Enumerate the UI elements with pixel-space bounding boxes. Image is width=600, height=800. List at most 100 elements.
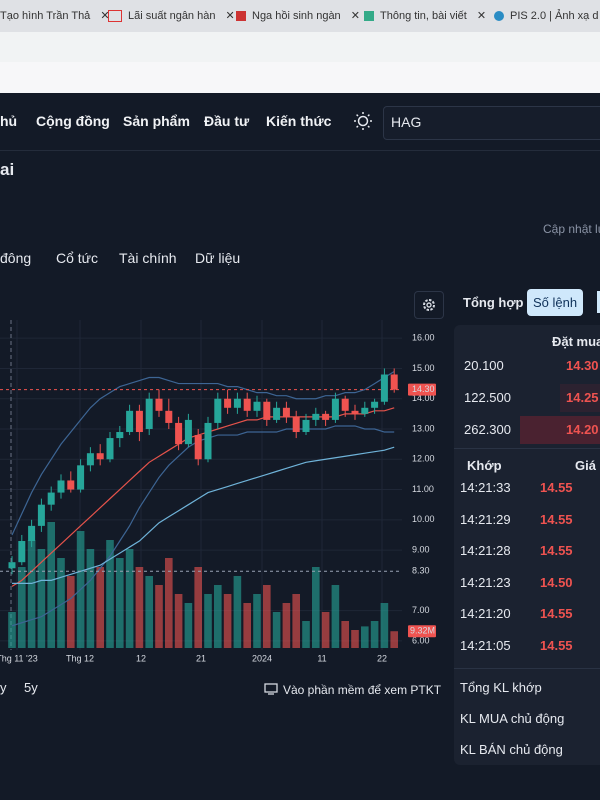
page-tab[interactable]: Cổ tức [56,250,99,266]
toolbar [0,32,600,62]
bid-volume: 122.500 [464,390,511,405]
nav-item[interactable]: hủ [0,113,18,129]
nav-item[interactable]: Đầu tư [204,113,250,129]
page-tab[interactable]: đông [0,250,32,266]
bookmarks [0,62,600,93]
monitor-icon [264,683,278,695]
trade-price: 14.55 [540,480,573,495]
search-box[interactable] [383,106,600,140]
ptkt-link[interactable]: Vào phần mềm để xem PTKT [283,683,442,697]
volume-bar [272,612,281,648]
volume-bar [204,594,212,648]
updated: Cập nhật lú [543,222,600,236]
indicator-line [11,370,395,536]
candle-body [263,401,271,420]
volume-bar [194,567,202,648]
candle-body [184,419,192,445]
candle-body [292,416,300,433]
trade-time: 14:21:20 [460,606,511,621]
candle-body [28,525,36,542]
tab[interactable]: Lãi suất ngân hàn ✕ [108,0,235,32]
candle-body [204,422,212,460]
volume-bar [351,630,359,648]
volume-bar [57,558,65,648]
x-tick-label: Thg 12 [66,653,94,663]
candle-body [331,398,339,420]
candle-body [67,480,75,490]
indicator-line [11,407,395,587]
candle-body [47,492,55,505]
candle-body [273,407,281,420]
trades-header: Giá [575,458,596,473]
candle-body [175,422,183,445]
candle-body [233,398,241,408]
trade-time: 14:21:33 [460,480,511,495]
candle-body [380,374,388,402]
volume-bar [380,603,389,648]
divider [0,150,600,151]
bid-price: 14.30 [566,358,599,373]
x-tick-label: 22 [377,653,387,663]
tab-title: Tạo hình Trần Thả [0,10,91,22]
volume-bar [302,621,310,648]
x-tick-label: 2024 [252,653,272,663]
y-tick-label: 16.00 [412,333,435,343]
nav-item[interactable]: Kiến thức [266,113,332,129]
panel-tab-active[interactable]: Số lệnh [527,289,583,316]
trade-time: 14:21:28 [460,543,511,558]
candle-body [145,398,153,429]
theme-icon[interactable] [353,111,373,131]
y-tick-label: 7.00 [412,605,430,615]
tab[interactable]: Nga hồi sinh ngàn ✕ [236,0,360,32]
volume-bar [184,603,193,648]
candle-body [155,398,163,411]
tab-title: PIS 2.0 | Ảnh xạ d [510,10,599,22]
bid-header: Đặt mua [552,334,600,349]
volume-label-box [408,625,436,638]
candle-body [106,438,114,460]
panel-tab[interactable]: Tổng hợp [463,295,524,310]
volume-bar [263,585,271,648]
range-button[interactable]: 5y [24,680,38,695]
candle-body [351,410,359,414]
chart: 16.00 15.00 14.00 13.00 12.00 11.00 10.00 9.00 7… [0,320,436,663]
x-tick-label: 11 [317,653,326,663]
y-tick-label: 14.00 [412,393,435,403]
trade-price: 14.55 [540,543,573,558]
tab[interactable]: PIS 2.0 | Ảnh xạ d [494,0,598,32]
candle-body [224,398,232,408]
candle-body [243,398,251,411]
volume-bar [27,540,36,648]
y-tick-label: 12.00 [412,454,435,464]
volume-bar [96,567,104,648]
page-tab[interactable]: Dữ liệu [195,250,241,266]
volume-bar [47,522,55,648]
volume-bar [37,549,46,648]
volume-bar [8,612,16,648]
volume-bar [125,549,134,648]
settings-button[interactable] [414,291,444,319]
range-button[interactable]: y [0,680,7,695]
nav-item[interactable]: Sản phẩm [123,113,190,129]
nav-item[interactable]: Cộng đồng [36,113,110,129]
bid-price: 14.25 [566,390,599,405]
volume-bar [312,567,320,648]
volume-bar [67,576,75,648]
depth-bar [520,416,600,444]
volume-bar [292,594,300,648]
summary-label: KL MUA chủ động [460,711,565,726]
candle-body [96,453,104,460]
heading: ai [0,160,15,179]
volume-bar [155,585,163,648]
trade-time: 14:21:23 [460,574,511,590]
tab[interactable]: Thông tin, bài viết ✕ [364,0,486,32]
volume-bar [223,594,232,648]
tab[interactable]: Tạo hình Trần Thả ✕ [0,10,110,22]
page-tab[interactable]: Tài chính [119,250,177,266]
candle-body [165,410,173,423]
volume-bar [174,594,183,648]
candle-body [8,562,16,569]
volume-bar [321,612,330,648]
volume-bar [165,558,173,648]
trade-price: 14.55 [540,606,573,621]
